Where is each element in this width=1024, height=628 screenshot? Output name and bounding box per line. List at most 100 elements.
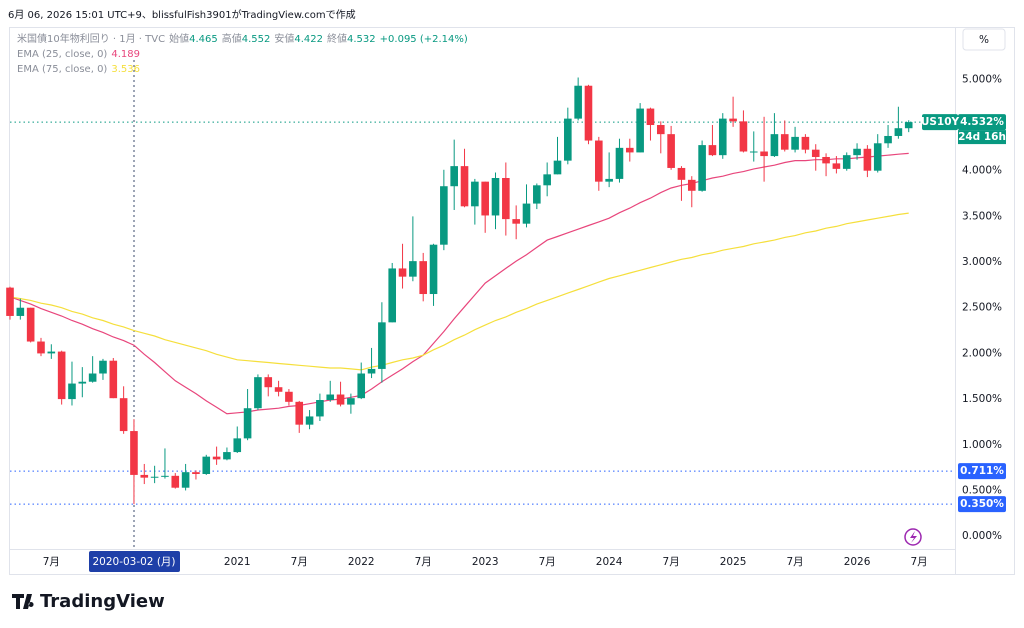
alert-icon-bolt (910, 531, 917, 543)
candle-body (295, 401, 304, 425)
logo: TradingView (40, 591, 165, 612)
candle-body (202, 456, 211, 474)
candle-body (811, 149, 820, 157)
x-tick-label: 2022 (348, 556, 375, 568)
ohlc-label: 高値 (221, 34, 242, 45)
candle-body (687, 179, 696, 191)
price-tag (958, 496, 1006, 513)
legend: 米国債10年物利回り · 1月 · TVC 始値4.465 高値4.552 安値4.4… (17, 32, 472, 77)
legend-value: 4.189 (111, 49, 140, 60)
candle-body (522, 203, 531, 224)
x-tick-label: 7月 (43, 556, 60, 568)
candle-body (863, 148, 872, 171)
candle-body (285, 391, 293, 402)
candle-body (491, 178, 500, 216)
y-tick-label: 3.000% (962, 256, 1002, 268)
price-tag-label: 4.532% (960, 116, 1004, 128)
candle-body (884, 135, 892, 144)
candle-body (646, 108, 655, 126)
ohlc-label: 終値 (327, 34, 348, 45)
candle-body (388, 268, 397, 323)
candle-body (791, 136, 799, 150)
alert-icon[interactable] (904, 528, 922, 546)
candle-body (409, 261, 417, 277)
y-tick-label: 3.500% (962, 210, 1002, 222)
candle-body (533, 185, 541, 204)
countdown-tag (958, 130, 1006, 145)
candle-body (574, 85, 582, 119)
candle-body (326, 394, 335, 400)
candle-body (336, 394, 345, 405)
x-tick-label: 2024 (596, 556, 623, 568)
caption: 6月 06, 2026 15:01 UTC+9、blissfulFish3901… (8, 10, 356, 21)
x-tick-label: 2026 (844, 556, 871, 568)
legend-entry[interactable]: EMA (75, close, 0) 3.536 (17, 62, 472, 77)
change-value: +0.095 (+2.14%) (379, 34, 468, 45)
candle-body (842, 155, 851, 169)
candle-body (595, 140, 603, 182)
candle-body (16, 307, 25, 316)
ohlc-label: 安値 (274, 34, 295, 45)
candle-body (729, 118, 737, 122)
candle-body (181, 472, 190, 488)
legend-title: 米国債10年物利回り · 1月 · TVC (17, 34, 166, 45)
candle-body (801, 136, 810, 150)
ema-rows: EMA (25, close, 0) 4.189 EMA (75, close, 0… (17, 47, 472, 77)
ema-line (9, 152, 909, 415)
crosshair-label: 2020-03-02 (月) (92, 556, 175, 568)
candle-body (223, 452, 231, 460)
candle-body (398, 268, 407, 277)
candle-body (68, 383, 76, 400)
crosshair-label-box (89, 551, 180, 572)
candle-body (615, 147, 624, 179)
x-tick-label: 7月 (291, 556, 308, 568)
x-tick-label: 7月 (786, 556, 803, 568)
candle-body (460, 166, 469, 207)
x-tick-label: 7月 (415, 556, 432, 568)
candle-body (718, 118, 727, 156)
y-tick-label: 5.000% (962, 73, 1002, 85)
candle-body (119, 398, 128, 432)
y-tick-label: 4.000% (962, 165, 1002, 177)
price-tag (958, 114, 1006, 131)
legend-value: 3.536 (111, 64, 140, 75)
legend-entry[interactable]: EMA (25, close, 0) 4.189 (17, 47, 472, 62)
candle-body (192, 472, 200, 474)
candle-body (667, 134, 675, 168)
candle-body (378, 322, 386, 369)
candle-body (26, 307, 35, 342)
ohlc-value: 4.422 (294, 34, 324, 45)
ohlc-value: 4.465 (189, 34, 218, 45)
y-tick-label: 1.000% (962, 439, 1002, 451)
candle-body (367, 368, 376, 374)
candle-body (873, 143, 882, 171)
candle-body (6, 287, 14, 316)
candle-body (656, 125, 665, 135)
candle-body (749, 151, 758, 153)
candle-body (904, 122, 913, 129)
candle-body (161, 475, 169, 477)
candle-body (564, 118, 572, 161)
candle-body (243, 408, 252, 439)
legend-name: EMA (75, close, 0) (17, 64, 108, 75)
ohlc-row: 米国債10年物利回り · 1月 · TVC 始値4.465 高値4.552 安値4.4… (17, 32, 472, 47)
countdown-label: 24d 16h (958, 131, 1006, 143)
x-tick-label: 7月 (663, 556, 680, 568)
candle-body (316, 400, 324, 417)
candle-body (37, 341, 45, 354)
ohlc-label: 始値 (169, 34, 190, 45)
scale-button-label[interactable]: % (979, 34, 989, 46)
candle-body (212, 456, 221, 460)
scale-button[interactable] (962, 28, 1006, 51)
candle-body (626, 147, 634, 153)
candle-body (347, 398, 355, 405)
symbol-tag (922, 114, 958, 131)
symbol-tag-label: US10Y (921, 116, 960, 128)
price-tag (958, 463, 1006, 480)
candle-body (698, 145, 706, 191)
candle-body (109, 360, 118, 399)
logo-icon (12, 594, 34, 609)
candle-body (512, 219, 520, 224)
